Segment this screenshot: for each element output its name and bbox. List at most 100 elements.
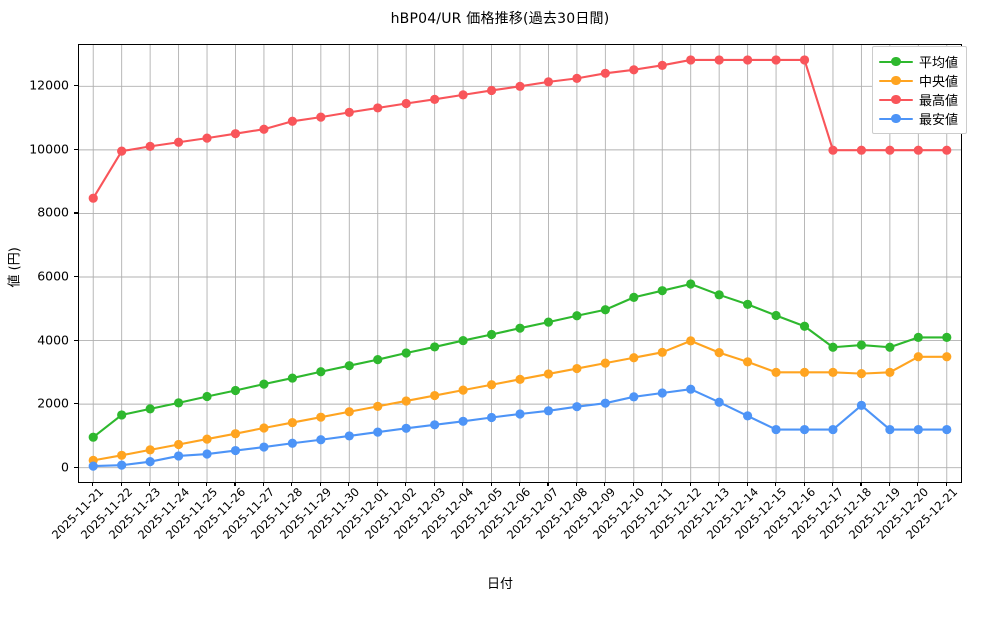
- x-tick-label: 2025-12-01: [333, 484, 391, 542]
- data-point: [173, 439, 184, 450]
- data-point: [373, 103, 383, 113]
- data-point: [515, 323, 525, 333]
- data-point: [799, 424, 810, 435]
- x-tick-label: 2025-12-19: [845, 484, 904, 542]
- x-tick-label: 2025-11-24: [134, 484, 192, 542]
- x-tick-label: 2025-11-25: [163, 484, 221, 542]
- data-point: [173, 451, 184, 461]
- data-point: [316, 412, 326, 422]
- data-point: [942, 145, 952, 155]
- y-tick-label: 8000: [37, 204, 69, 220]
- data-point: [629, 292, 639, 302]
- y-tick-label: 12000: [29, 77, 69, 93]
- data-point: [885, 424, 895, 435]
- data-point: [885, 342, 895, 352]
- data-point: [828, 424, 838, 435]
- chart-figure: hBP04/UR 価格推移(過去30日間) 0 2000 4000 6000 8000 1…: [7, 11, 968, 592]
- data-point: [259, 379, 269, 389]
- data-point: [572, 363, 582, 374]
- legend-swatch-icon: [879, 74, 913, 88]
- data-point: [600, 398, 610, 408]
- data-point: [657, 388, 667, 398]
- y-tick-label: 4000: [37, 332, 69, 348]
- data-point: [430, 342, 440, 352]
- data-point: [856, 400, 867, 411]
- series-line-3: [92, 388, 948, 468]
- data-point: [657, 286, 667, 296]
- legend-swatch-icon: [879, 55, 913, 69]
- data-point: [458, 335, 468, 346]
- data-point: [88, 461, 98, 471]
- data-point: [743, 411, 753, 421]
- data-point: [515, 81, 525, 91]
- x-tick-label: 2025-12-07: [504, 484, 562, 542]
- data-point: [743, 299, 753, 309]
- legend-label: 中央値: [919, 75, 959, 90]
- data-point: [344, 431, 354, 441]
- data-point: [600, 305, 610, 315]
- legend-item-3[interactable]: 最安値: [879, 109, 958, 128]
- x-tick-label: 2025-12-04: [419, 484, 477, 542]
- data-point: [771, 367, 781, 377]
- y-tick-label: 0: [61, 459, 69, 475]
- data-point: [629, 353, 639, 363]
- x-tick-label: 2025-12-17: [788, 484, 847, 542]
- data-point: [202, 449, 212, 459]
- data-point: [572, 311, 582, 321]
- data-point: [373, 427, 383, 437]
- data-point: [287, 417, 297, 428]
- data-point: [771, 55, 781, 65]
- data-point: [344, 407, 354, 417]
- x-tick-label: 2025-12-15: [732, 484, 790, 542]
- data-point: [117, 146, 127, 156]
- data-point: [486, 380, 497, 390]
- data-point: [657, 60, 667, 70]
- data-point: [714, 348, 724, 358]
- x-tick-label: 2025-11-21: [49, 484, 107, 542]
- data-point: [885, 367, 895, 377]
- data-point: [743, 357, 753, 367]
- data-point: [913, 332, 923, 342]
- legend-item-2[interactable]: 最高値: [879, 90, 958, 109]
- data-point: [942, 332, 952, 342]
- legend-label: 最安値: [919, 113, 959, 128]
- data-point: [942, 424, 952, 435]
- data-point: [430, 94, 440, 104]
- data-point: [373, 355, 383, 365]
- data-point: [287, 438, 297, 448]
- data-point: [344, 361, 354, 371]
- data-point: [202, 391, 212, 402]
- y-axis-label: 値 (円): [7, 247, 23, 288]
- legend-swatch-icon: [879, 112, 913, 126]
- x-tick-label: 2025-11-23: [106, 484, 164, 542]
- data-point: [173, 137, 184, 147]
- data-point: [145, 445, 155, 455]
- x-tick-label: 2025-12-09: [561, 484, 619, 542]
- x-tick-label: 2025-12-16: [760, 484, 818, 542]
- data-point: [771, 310, 781, 321]
- data-point: [259, 124, 269, 134]
- data-point: [145, 457, 155, 467]
- legend-item-0[interactable]: 平均値: [879, 52, 958, 71]
- data-point: [287, 373, 297, 383]
- data-point: [287, 116, 297, 126]
- data-point: [202, 434, 212, 444]
- data-point: [145, 141, 155, 151]
- data-point: [629, 392, 639, 402]
- x-tick-label: 2025-12-13: [675, 484, 733, 542]
- data-point: [885, 145, 895, 155]
- legend-item-1[interactable]: 中央値: [879, 71, 958, 90]
- data-point: [714, 290, 724, 300]
- y-tick-label: 2000: [37, 395, 69, 411]
- x-tick-label: 2025-11-27: [219, 484, 278, 542]
- x-tick-label: 2025-12-20: [874, 484, 932, 542]
- series-layer: [88, 55, 952, 471]
- data-point: [430, 420, 440, 430]
- data-point: [600, 358, 610, 368]
- data-point: [486, 412, 497, 423]
- data-point: [486, 85, 497, 96]
- grid-layer: [79, 45, 961, 482]
- data-point: [714, 55, 724, 65]
- data-point: [173, 398, 184, 408]
- x-axis-label: 日付: [486, 577, 513, 592]
